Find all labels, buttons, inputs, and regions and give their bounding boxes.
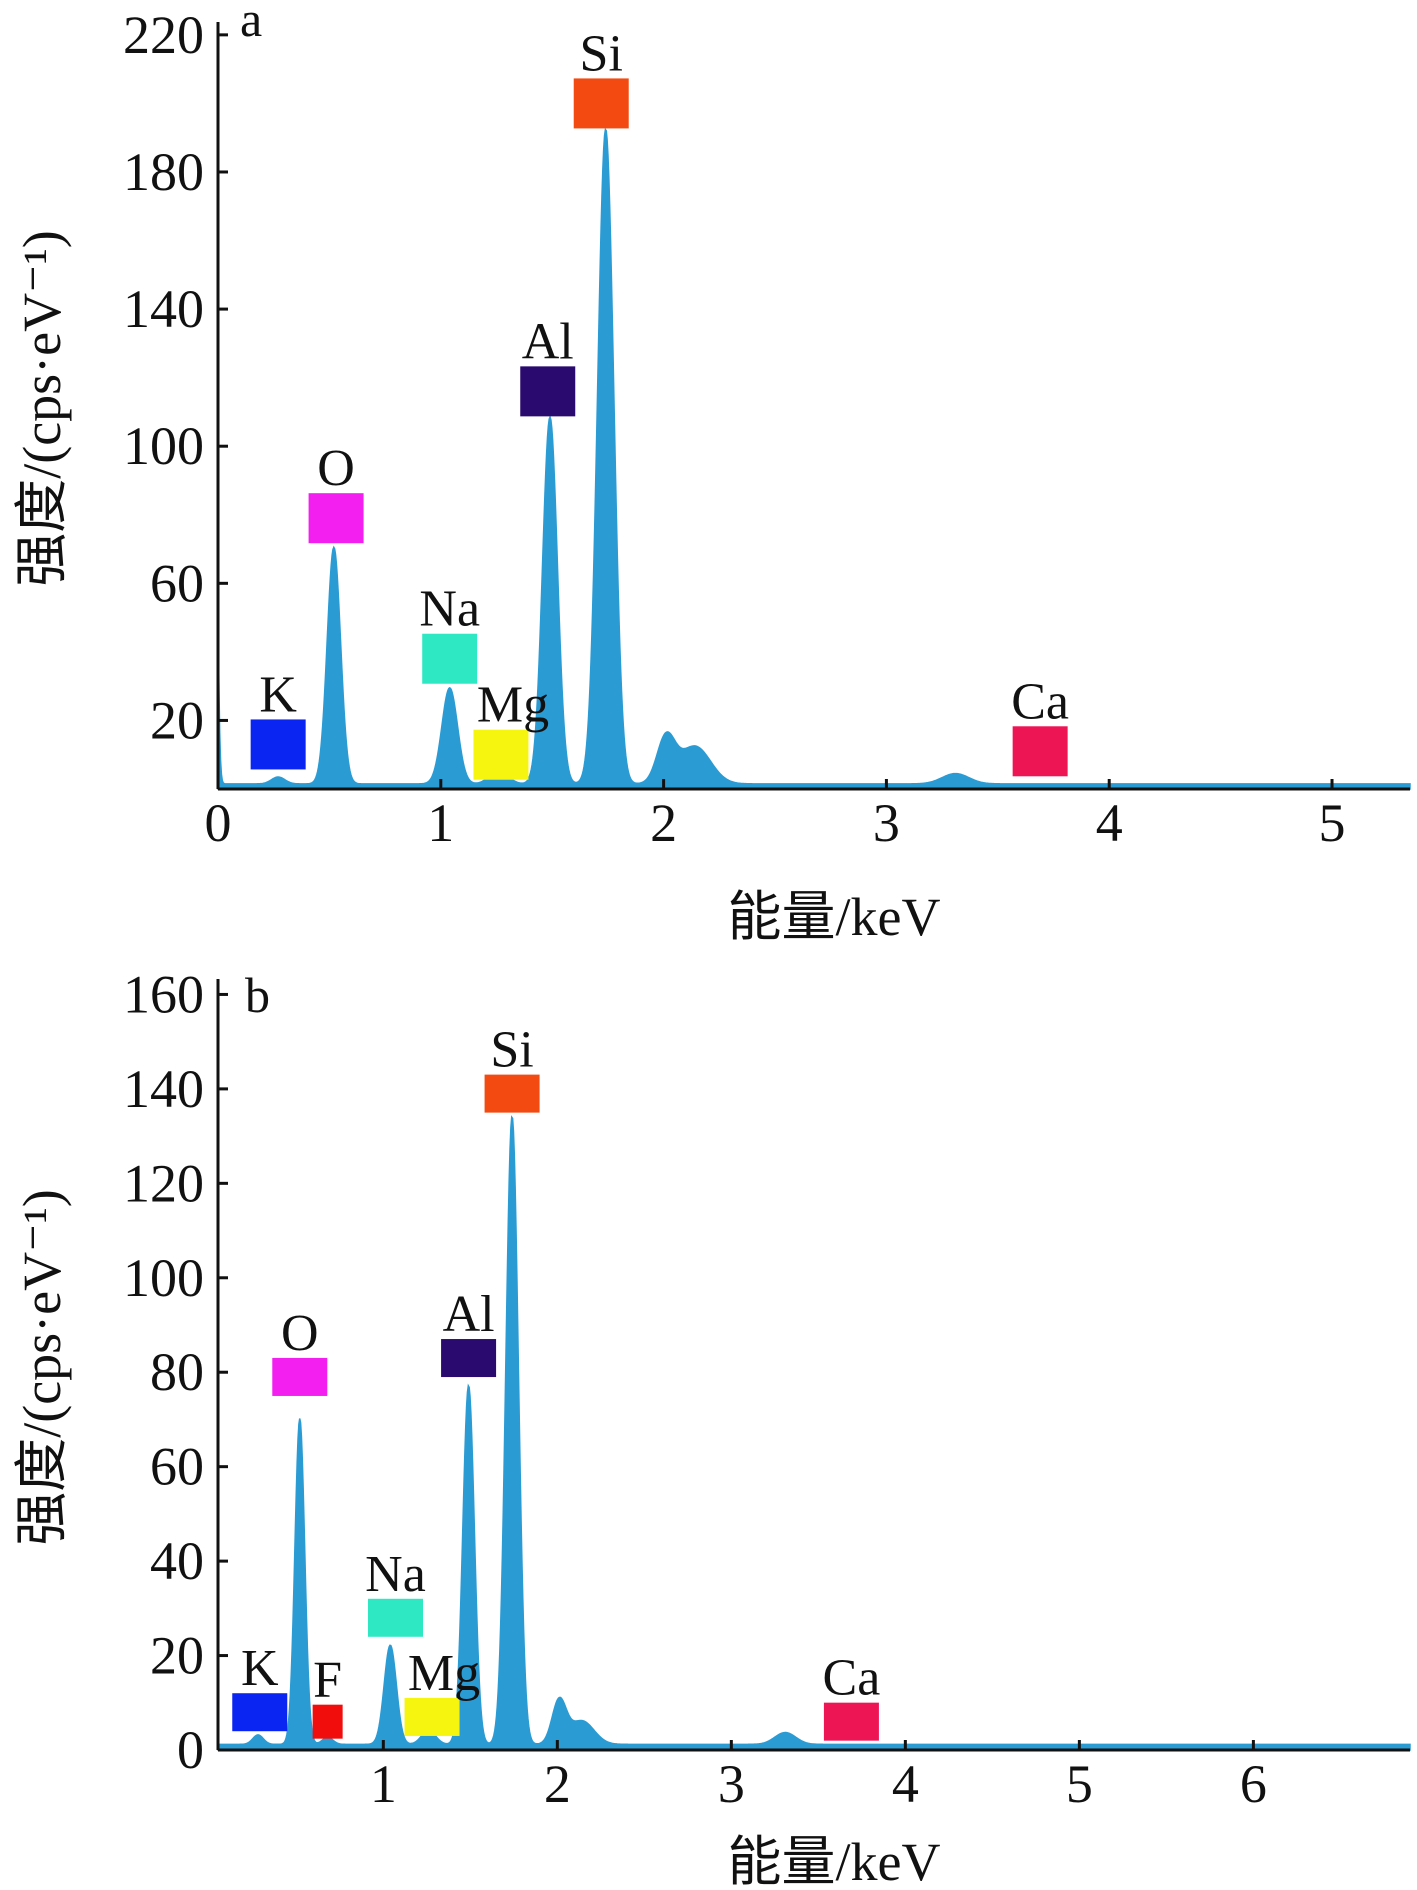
y-tick-label: 180 xyxy=(123,142,204,202)
element-label-si: Si xyxy=(490,1022,533,1079)
element-marker-k xyxy=(250,719,306,770)
y-tick-label: 100 xyxy=(123,416,204,476)
spectrum-area xyxy=(217,127,1411,790)
x-tick-label: 1 xyxy=(427,793,454,853)
x-tick-label: 4 xyxy=(892,1754,919,1814)
element-label-k: K xyxy=(259,666,297,723)
element-label-mg: Mg xyxy=(477,677,549,734)
y-tick-label: 60 xyxy=(150,553,204,613)
y-axis-title: 强度/(cps·eV⁻¹) xyxy=(12,1189,72,1546)
x-tick-label: 5 xyxy=(1319,793,1346,853)
y-tick-label: 80 xyxy=(150,1342,204,1402)
x-tick-label: 2 xyxy=(650,793,677,853)
element-marker-mg xyxy=(473,729,529,780)
element-label-mg: Mg xyxy=(408,1645,480,1702)
element-label-o: O xyxy=(281,1305,319,1362)
y-tick-label: 220 xyxy=(123,5,204,65)
element-label-al: Al xyxy=(443,1286,495,1343)
x-tick-label: 3 xyxy=(718,1754,745,1814)
element-marker-na xyxy=(422,633,478,684)
x-axis-title: 能量/keV xyxy=(728,1832,941,1890)
element-label-al: Al xyxy=(522,313,574,370)
y-tick-label: 60 xyxy=(150,1437,204,1497)
element-marker-f xyxy=(312,1704,343,1739)
element-label-si: Si xyxy=(580,25,623,82)
element-marker-al xyxy=(520,366,576,417)
element-marker-na xyxy=(367,1598,423,1637)
y-tick-label: 100 xyxy=(123,1248,204,1308)
element-marker-ca xyxy=(823,1702,879,1741)
element-label-f: F xyxy=(313,1652,342,1709)
element-marker-k xyxy=(232,1693,288,1732)
eds-panel-a: 20 60 100 140 180 220 0 1 2 3 4 5 能量/keV 强度/(cps·eV⁻¹… xyxy=(12,0,1411,947)
y-axis-title: 强度/(cps·eV⁻¹) xyxy=(12,230,72,587)
element-label-ca: Ca xyxy=(823,1650,881,1707)
element-marker-o xyxy=(272,1357,328,1396)
y-tick-label: 0 xyxy=(177,1720,204,1780)
x-tick-label: 0 xyxy=(205,793,232,853)
element-label-o: O xyxy=(317,440,355,497)
element-label-na: Na xyxy=(365,1546,426,1603)
x-tick-label: 6 xyxy=(1240,1754,1267,1814)
y-tick-label: 20 xyxy=(150,690,204,750)
panel-label: a xyxy=(240,0,262,47)
x-tick-label: 1 xyxy=(370,1754,397,1814)
element-label-ca: Ca xyxy=(1011,673,1069,730)
x-tick-label: 5 xyxy=(1066,1754,1093,1814)
element-marker-si xyxy=(573,78,629,129)
x-tick-label: 3 xyxy=(873,793,900,853)
x-tick-label: 4 xyxy=(1096,793,1123,853)
element-marker-ca xyxy=(1012,726,1068,777)
y-tick-label: 20 xyxy=(150,1626,204,1686)
element-marker-al xyxy=(441,1339,497,1378)
y-tick-label: 140 xyxy=(123,1059,204,1119)
x-tick-label: 2 xyxy=(544,1754,571,1814)
y-tick-label: 120 xyxy=(123,1153,204,1213)
element-marker-si xyxy=(484,1074,540,1113)
element-marker-o xyxy=(308,493,364,544)
y-tick-label: 160 xyxy=(123,964,204,1024)
element-label-na: Na xyxy=(419,581,480,638)
eds-panel-b: 0 20 40 60 80 100 120 140 160 1 2 3 4 5 6 能量/keV 强度/(cps… xyxy=(12,964,1411,1890)
element-marker-mg xyxy=(404,1697,460,1736)
y-tick-label: 40 xyxy=(150,1531,204,1591)
x-axis-title: 能量/keV xyxy=(728,887,941,947)
element-label-k: K xyxy=(241,1640,279,1697)
spectrum-area xyxy=(217,1115,1411,1751)
y-tick-label: 140 xyxy=(123,279,204,339)
panel-label: b xyxy=(245,967,270,1023)
